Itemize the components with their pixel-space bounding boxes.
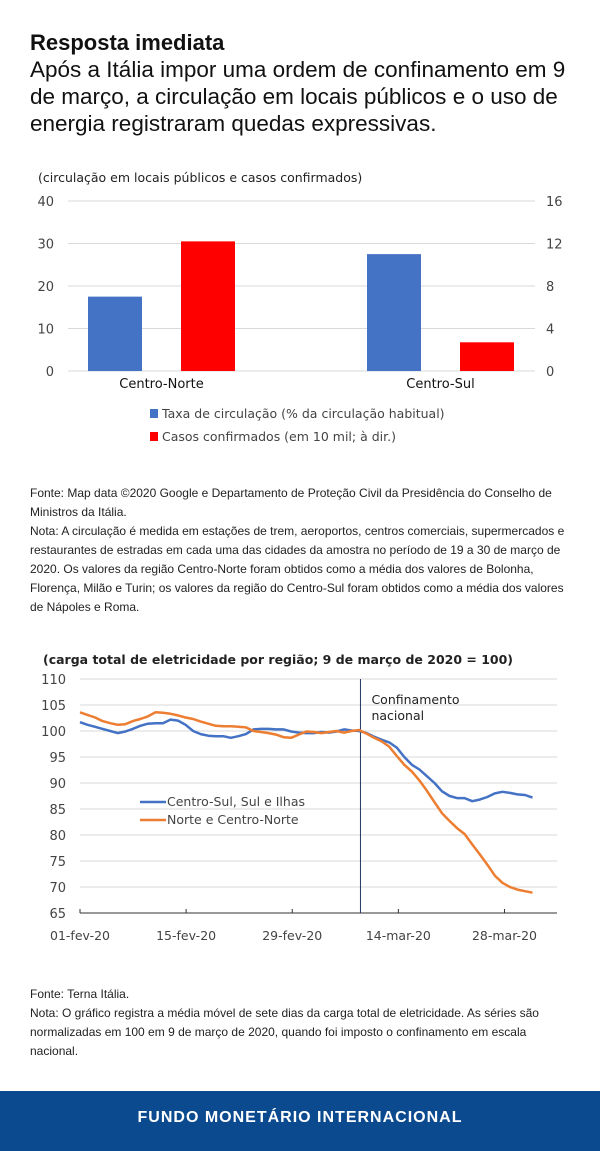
bar-chart: (circulação em locais públicos e casos c… <box>37 170 563 444</box>
note-text: Nota: A circulação é medida em estações … <box>30 524 565 614</box>
series-line-0 <box>79 718 533 803</box>
legend-swatch-circulation <box>150 409 158 418</box>
legend-label-centro-sul: Centro-Sul, Sul e Ilhas <box>167 794 305 809</box>
series-line-1 <box>79 711 533 894</box>
y-tick-label: 10 <box>37 323 54 338</box>
y2-tick-label: 0 <box>546 365 554 380</box>
note-text: Nota: O gráfico registra a média móvel d… <box>30 1006 539 1058</box>
x-tick-label: 01-fev-20 <box>50 928 110 943</box>
y-tick-label: 105 <box>41 699 66 714</box>
x-tick-label: 15-fev-20 <box>156 928 216 943</box>
x-category-label: Centro-Norte <box>119 377 203 392</box>
y-tick-label: 0 <box>46 365 54 380</box>
line-chart: (carga total de eletricidade por região;… <box>41 652 557 943</box>
lockdown-annotation-line1: Confinamento <box>371 692 459 707</box>
source-text: Fonte: Terna Itália. <box>30 987 130 1001</box>
y2-tick-label: 4 <box>546 323 554 338</box>
y-tick-label: 40 <box>37 195 54 210</box>
y-tick-label: 75 <box>49 855 66 870</box>
source-text: Fonte: Map data ©2020 Google e Departame… <box>30 486 552 519</box>
bar-chart-notes: Fonte: Map data ©2020 Google e Departame… <box>30 484 575 617</box>
y-tick-label: 65 <box>49 907 66 922</box>
y2-tick-label: 16 <box>546 195 563 210</box>
bar-chart-title: (circulação em locais públicos e casos c… <box>38 170 362 185</box>
x-tick-label: 28-mar-20 <box>472 928 537 943</box>
y-tick-label: 20 <box>37 280 54 295</box>
x-tick-label: 29-fev-20 <box>262 928 322 943</box>
y-tick-label: 90 <box>49 777 66 792</box>
header: Resposta imediata Após a Itália impor um… <box>30 30 590 137</box>
y2-tick-label: 12 <box>546 238 563 253</box>
y-tick-label: 30 <box>37 238 54 253</box>
x-tick-label: 14-mar-20 <box>366 928 431 943</box>
y2-tick-label: 8 <box>546 280 554 295</box>
legend-swatch-cases <box>150 432 158 441</box>
bar-centro-sul-0 <box>367 254 421 371</box>
legend-label-norte: Norte e Centro-Norte <box>167 812 299 827</box>
page-subtitle: Após a Itália impor uma ordem de confina… <box>30 57 566 136</box>
y-tick-label: 110 <box>41 673 66 688</box>
legend-label-cases: Casos confirmados (em 10 mil; à dir.) <box>162 429 396 444</box>
x-category-label: Centro-Sul <box>406 377 474 392</box>
legend-label-circulation: Taxa de circulação (% da circulação habi… <box>161 406 445 421</box>
y-tick-label: 80 <box>49 829 66 844</box>
line-chart-title: (carga total de eletricidade por região;… <box>43 652 513 667</box>
y-tick-label: 85 <box>49 803 66 818</box>
y-tick-label: 100 <box>41 725 66 740</box>
page-title: Resposta imediata <box>30 30 225 55</box>
line-chart-notes: Fonte: Terna Itália. Nota: O gráfico reg… <box>30 985 575 1061</box>
bar-centro-sul-1 <box>460 342 514 371</box>
bar-centro-norte-0 <box>88 296 142 371</box>
lockdown-annotation-line2: nacional <box>371 708 424 723</box>
bar-centro-norte-1 <box>181 241 235 371</box>
y-tick-label: 70 <box>49 881 66 896</box>
footer-brand: FUNDO MONETÁRIO INTERNACIONAL <box>0 1091 600 1151</box>
y-tick-label: 95 <box>49 751 66 766</box>
